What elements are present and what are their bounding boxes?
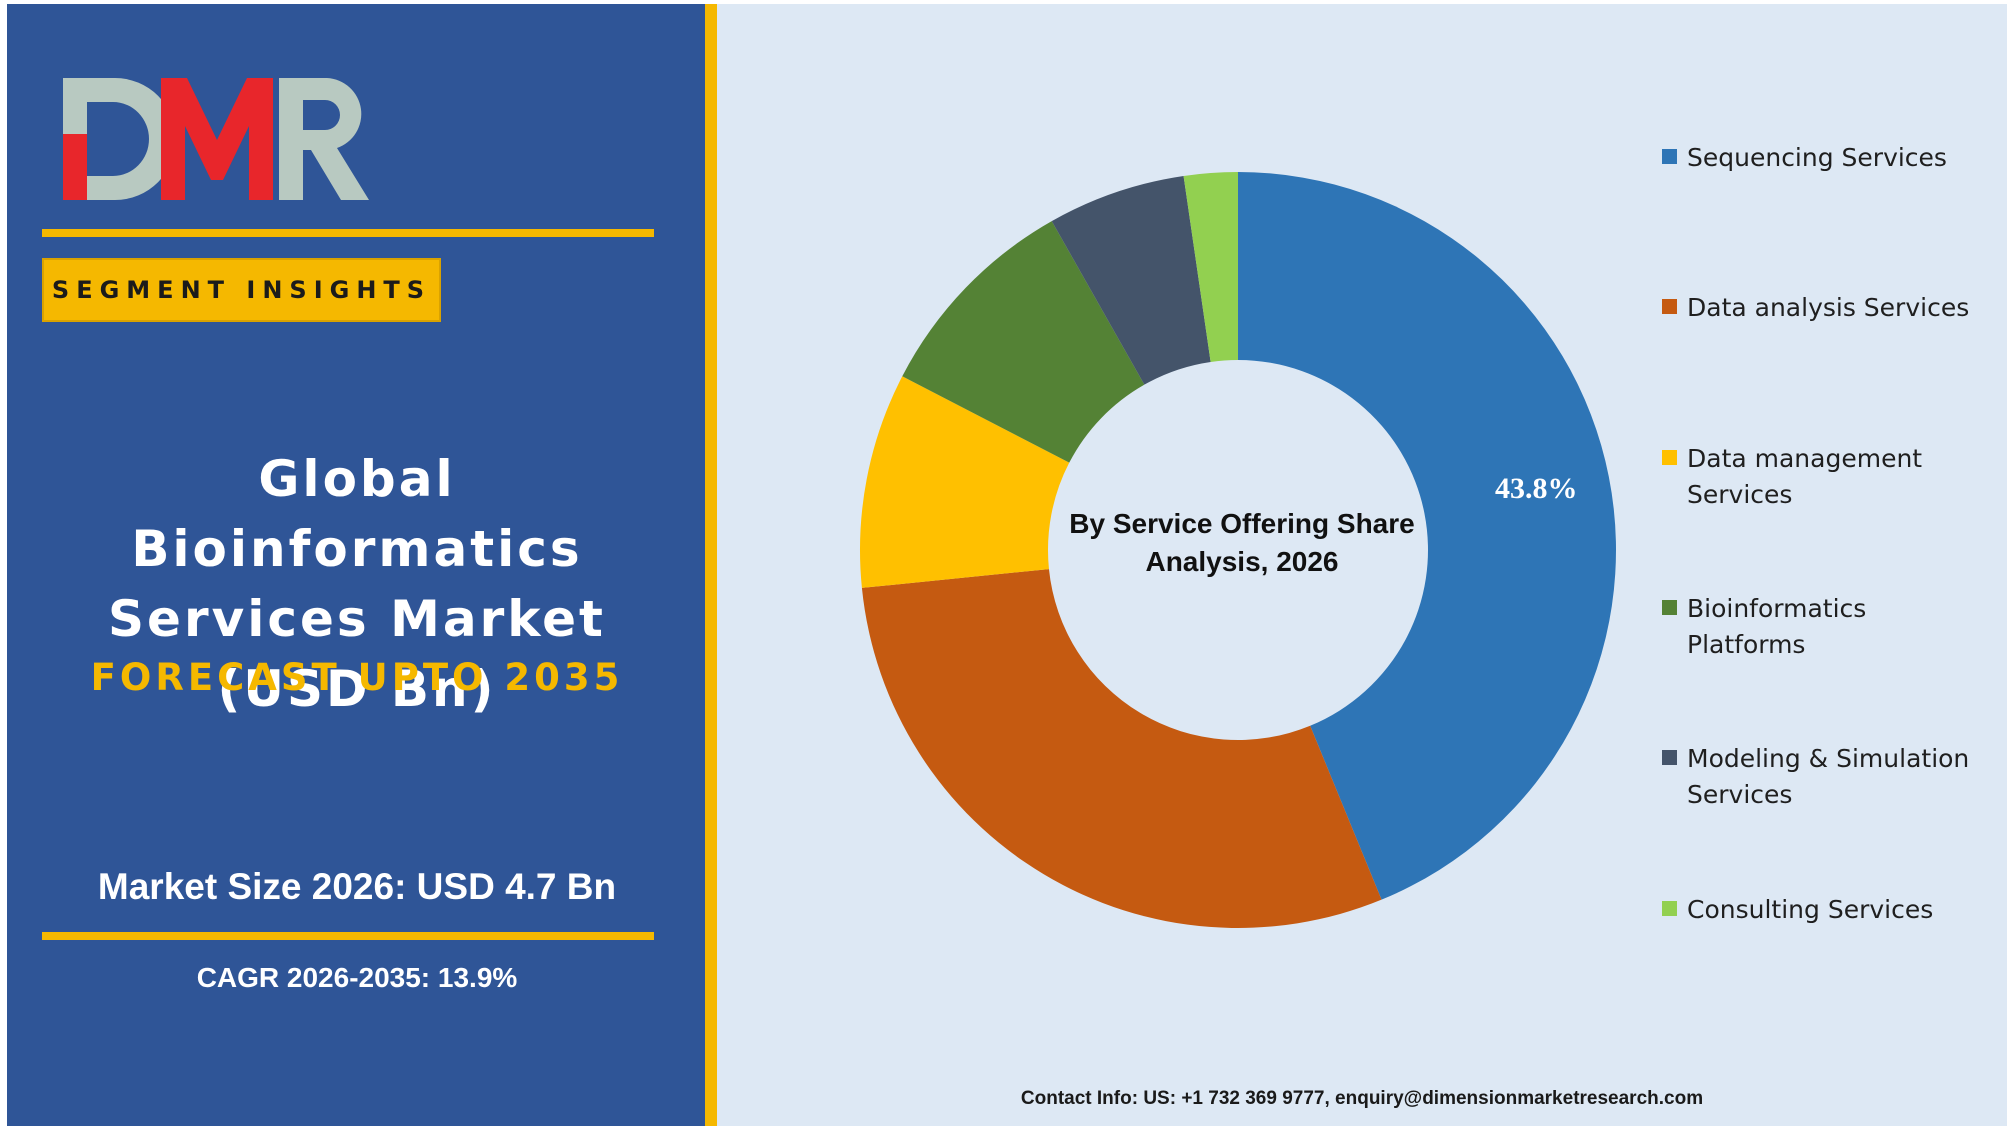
forecast-label: FORECAST UPTO 2035 [90, 656, 624, 699]
legend-swatch [1662, 600, 1677, 615]
legend-item-consulting-services: Consulting Services [1662, 892, 2002, 928]
gold-divider-top [42, 229, 654, 237]
legend-label: Bioinformatics Platforms [1687, 594, 1867, 659]
contact-info: Contact Info: US: +1 732 369 9777, enqui… [1020, 1088, 1704, 1109]
legend-label: Data management Services [1687, 444, 1923, 509]
legend-swatch [1662, 901, 1677, 916]
legend-label: Data analysis Services [1687, 293, 1970, 322]
legend-swatch [1662, 299, 1677, 314]
legend-item-sequencing-services: Sequencing Services [1662, 140, 2002, 176]
legend-item-bioinformatics-platforms: Bioinformatics Platforms [1662, 591, 2002, 663]
legend-item-data-analysis-services: Data analysis Services [1662, 290, 2002, 326]
gold-divider-bottom [42, 932, 654, 940]
chart-title: By Service Offering Share Analysis, 2026 [1069, 508, 1415, 577]
segment-insights-label: SEGMENT INSIGHTS [51, 276, 432, 304]
segment-insights-badge: SEGMENT INSIGHTS [42, 258, 441, 322]
cagr-value: CAGR 2026-2035: 13.9% [196, 962, 518, 993]
dmr-logo [63, 78, 369, 200]
chart-legend: Sequencing Services Data analysis Service… [1662, 0, 2002, 1000]
left-panel: SEGMENT INSIGHTS Global Bioinformatics S… [7, 4, 705, 1126]
legend-label: Sequencing Services [1687, 143, 1947, 172]
accent-bar [705, 4, 717, 1126]
legend-item-modeling-and-simulation-services: Modeling & Simulation Services [1662, 741, 2002, 813]
legend-swatch [1662, 750, 1677, 765]
legend-label: Consulting Services [1687, 895, 1934, 924]
market-size: Market Size 2026: USD 4.7 Bn [97, 866, 617, 907]
legend-item-data-management-services: Data management Services [1662, 441, 2002, 513]
legend-swatch [1662, 450, 1677, 465]
legend-swatch [1662, 149, 1677, 164]
market-title: Global Bioinformatics Services Market (U… [108, 450, 606, 718]
legend-label: Modeling & Simulation Services [1687, 744, 1970, 809]
